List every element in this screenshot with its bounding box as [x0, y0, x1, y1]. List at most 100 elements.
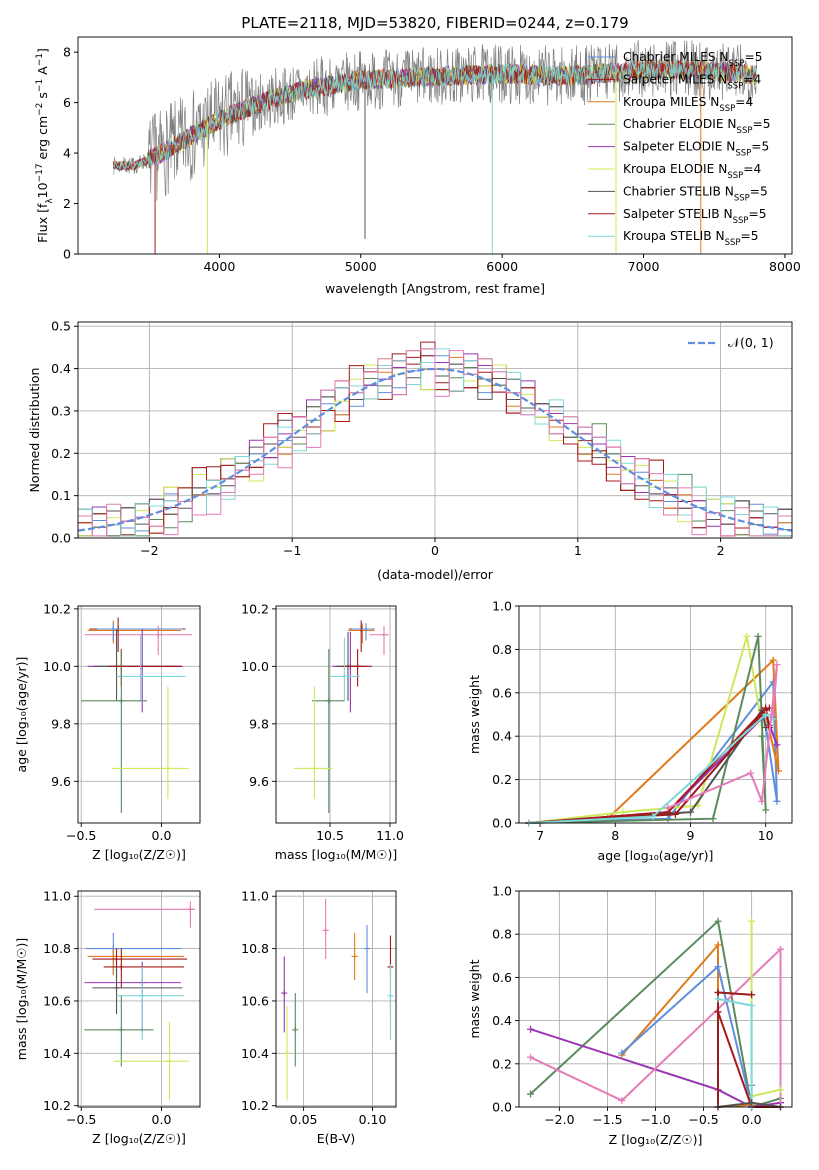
weight_vs_age-xtick-label: 10	[758, 828, 774, 843]
spectrum-xtick-label: 5000	[345, 259, 377, 274]
spectrum-legend-nssp: 5	[763, 117, 771, 131]
weight_vs_Z-marker	[714, 941, 722, 949]
weight_vs_age-marker	[747, 769, 755, 777]
mass_vs_ebv-point	[364, 925, 371, 994]
spectrum-legend-sub: SSP	[729, 59, 745, 69]
weight_vs_Z-line	[530, 946, 782, 1107]
mass_vs_ebv-point	[387, 964, 394, 1041]
mass_vs_Z-point	[86, 932, 181, 975]
age_vs_Z-marker	[110, 625, 117, 632]
weight_vs_Z-marker	[714, 995, 722, 1003]
weight_vs_age-marker	[762, 711, 770, 718]
age_vs_mass-marker	[354, 663, 361, 670]
spectrum-legend-eq: =	[752, 117, 762, 131]
mass_vs_Z-ytick-label: 11.0	[43, 889, 71, 904]
spectrum-legend-entry: Kroupa ELODIE NSSP=4	[623, 162, 761, 181]
spectrum-legend-entry: Salpeter ELODIE NSSP=5	[623, 140, 769, 159]
weight_vs_Z-ylabel: mass weight	[467, 959, 482, 1038]
mass_vs_Z-point	[92, 948, 188, 981]
mass_vs_ebv-ytick-label: 10.8	[241, 941, 269, 956]
residuals-xtick-label: 1	[574, 543, 582, 558]
mass_vs_ebv-xtick-label: 0.05	[290, 1112, 318, 1127]
age_vs_Z-marker	[137, 673, 144, 680]
spectrum-legend-sub: SSP	[735, 149, 751, 159]
spectrum-legend-prefix: N	[724, 117, 737, 131]
spectrum-legend-sub: SSP	[733, 216, 749, 226]
mass_vs_Z-point	[92, 966, 183, 1015]
spectrum-legend-nssp: 4	[753, 162, 761, 176]
age_vs_Z-ytick-label: 9.8	[51, 716, 71, 731]
spectrum-legend-nssp: 5	[760, 184, 768, 198]
residuals-xlabel: (data-model)/error	[377, 567, 494, 582]
spectrum-legend-sub: SSP	[727, 81, 743, 91]
age_vs_Z-xlabel: Z [log₁₀(Z/Z☉)]	[92, 847, 186, 862]
age_vs_Z-marker	[155, 631, 162, 638]
weight_vs_Z-line	[750, 921, 781, 1098]
mass_vs_ebv-marker	[284, 1050, 291, 1057]
mass_vs_ebv-ytick-label: 10.4	[241, 1046, 269, 1061]
weight_vs_age-line	[528, 707, 767, 824]
spectrum-ytick-label: 6	[63, 95, 71, 110]
spectrum-legend-prefix: N	[714, 72, 727, 86]
spectrum-legend-name: Salpeter ELODIE	[623, 140, 722, 154]
residuals-frame	[77, 321, 793, 539]
mass_vs_Z-marker	[139, 992, 146, 999]
mass_vs_Z-point	[87, 948, 184, 975]
spectrum-legend-eq: =	[744, 50, 754, 64]
residuals-xtick-label: −1	[283, 543, 301, 558]
weight_vs_Z-marker	[527, 1090, 535, 1098]
mass_vs_ebv-point	[322, 898, 329, 960]
residuals-ytick-label: 0.5	[51, 319, 71, 334]
age_vs_Z-ytick-label: 10.2	[43, 601, 71, 616]
spectrum-legend-eq: =	[743, 72, 753, 86]
age_vs_mass-marker	[325, 697, 332, 704]
weight_vs_Z-marker	[776, 945, 784, 953]
residual-histogram	[77, 348, 792, 538]
weight_vs_Z-xtick-label: −1.0	[640, 1112, 670, 1127]
spectrum-legend-name: Salpeter STELIB	[623, 207, 720, 221]
mass_vs_ebv-marker	[292, 1026, 299, 1033]
spectrum-ylabel: Flux [fλ10−17 erg cm−2 s−1 A−1]	[35, 48, 55, 243]
weight_vs_Z-xtick-label: 0.0	[742, 1112, 762, 1127]
weight_vs_age-ytick-label: 1.0	[492, 599, 512, 614]
spectrum-ylabel-part: erg cm	[35, 116, 50, 164]
spectrum-legend-prefix: N	[716, 50, 729, 64]
mass_vs_ebv-point	[292, 993, 299, 1067]
weight_vs_Z-marker	[748, 1099, 756, 1107]
weight_vs_Z-ytick-label: 0.8	[492, 927, 512, 942]
spectrum-ylabel-part: −17	[35, 163, 45, 182]
age_vs_mass-point	[312, 649, 345, 813]
weight_vs_age-ytick-label: 0.0	[492, 816, 512, 831]
weight_vs_age-ytick-label: 0.8	[492, 642, 512, 657]
spectrum-legend-eq: =	[749, 207, 759, 221]
residuals-xtick-label: −2	[140, 543, 158, 558]
spectrum-legend-entry: Salpeter STELIB NSSP=5	[623, 207, 767, 226]
spectrum-legend-name: Kroupa ELODIE	[623, 162, 714, 176]
mass_vs_ebv-marker	[387, 992, 394, 999]
age_vs_Z-xtick-label: −0.5	[66, 828, 96, 843]
spectrum-ytick-label: 2	[63, 196, 71, 211]
weight_vs_age-marker	[743, 632, 751, 640]
spectrum-xtick-label: 6000	[486, 259, 518, 274]
age_vs_mass-point	[330, 637, 360, 701]
weight_vs_Z-line	[621, 964, 753, 1108]
weight_vs_age-marker	[671, 810, 679, 818]
weight_vs_Z-ytick-label: 0.4	[492, 1013, 512, 1028]
spectrum-ylabel-part: −1	[35, 53, 45, 66]
weight_vs_age-marker	[769, 656, 777, 664]
mass_vs_ebv-marker	[322, 927, 329, 934]
weight_vs_Z-marker	[748, 917, 756, 925]
weight_vs_Z-xtick-label: −0.5	[688, 1112, 718, 1127]
weight_vs_age-marker	[774, 767, 782, 775]
spectrum-legend-nssp: 5	[751, 229, 759, 243]
mass_vs_Z-marker	[166, 1058, 173, 1065]
spectrum-ylabel-part: ]	[35, 48, 50, 53]
mass_vs_ebv-ytick-label: 10.6	[241, 993, 269, 1008]
mass_vs_Z-ytick-label: 10.6	[43, 993, 71, 1008]
mass_vs_Z-marker	[118, 1026, 125, 1033]
mass_vs_ebv-marker	[364, 945, 371, 952]
weight_vs_age-marker	[762, 806, 770, 814]
mass_vs_Z-ylabel: mass [log₁₀(M/M☉)]	[14, 938, 29, 1060]
weight_vs_age-marker	[773, 797, 781, 805]
